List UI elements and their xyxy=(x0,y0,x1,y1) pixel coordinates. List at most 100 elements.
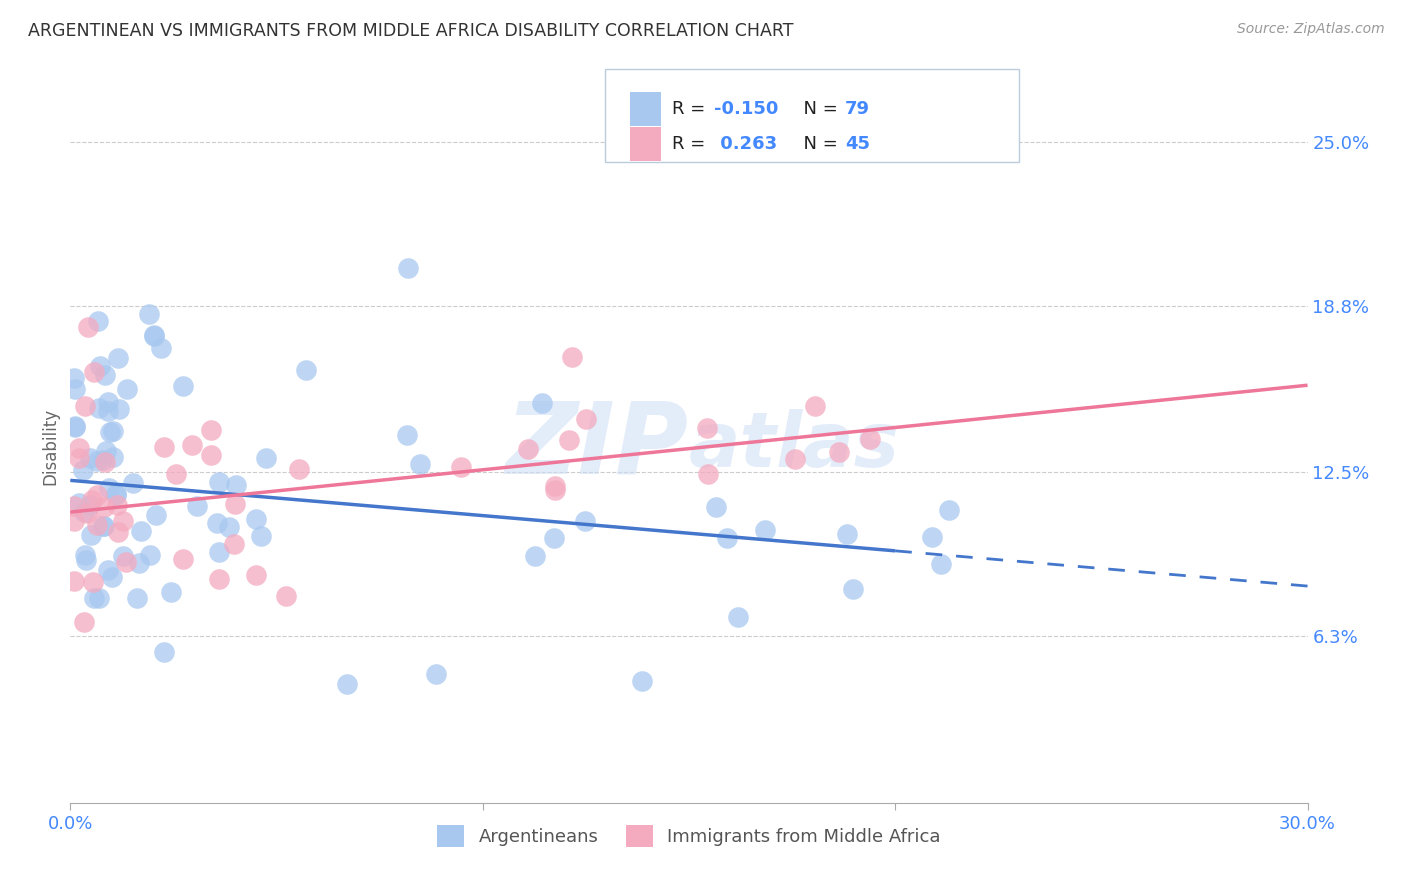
Point xyxy=(105,498,128,512)
Point xyxy=(208,545,231,559)
Point xyxy=(245,512,267,526)
Point xyxy=(543,531,565,545)
Text: R =: R = xyxy=(672,135,711,153)
Point xyxy=(83,365,105,379)
Point xyxy=(396,261,419,276)
Point xyxy=(107,351,129,365)
Point xyxy=(396,427,419,442)
Point xyxy=(73,399,96,413)
Point xyxy=(696,421,718,435)
Point xyxy=(287,461,309,475)
Point xyxy=(128,556,150,570)
Point xyxy=(63,574,86,588)
Point xyxy=(87,401,110,416)
Point xyxy=(938,503,960,517)
Point xyxy=(517,442,540,457)
Point xyxy=(82,574,104,589)
Point xyxy=(859,432,882,446)
Point xyxy=(574,514,596,528)
Point xyxy=(205,516,228,531)
Point xyxy=(139,548,162,562)
Point xyxy=(93,518,115,533)
Point xyxy=(67,496,90,510)
Point xyxy=(160,585,183,599)
Point xyxy=(63,514,86,528)
Text: N =: N = xyxy=(792,100,844,118)
Point xyxy=(80,528,103,542)
Point xyxy=(97,394,120,409)
Point xyxy=(254,451,277,466)
Point xyxy=(91,452,114,467)
Point xyxy=(73,615,96,630)
Point xyxy=(89,359,111,374)
Point xyxy=(531,396,554,410)
Point xyxy=(103,450,125,464)
Point xyxy=(149,341,172,355)
Point xyxy=(804,399,827,413)
Y-axis label: Disability: Disability xyxy=(41,408,59,484)
Point xyxy=(208,572,231,586)
Point xyxy=(696,467,718,481)
Point xyxy=(93,368,115,382)
Point xyxy=(828,444,851,458)
Text: 79: 79 xyxy=(845,100,870,118)
Text: R =: R = xyxy=(672,100,711,118)
Point xyxy=(142,329,165,343)
Point xyxy=(727,610,749,624)
Point xyxy=(523,549,546,564)
Point xyxy=(172,378,194,392)
Point xyxy=(98,481,121,495)
Point xyxy=(63,382,86,396)
Text: ARGENTINEAN VS IMMIGRANTS FROM MIDDLE AFRICA DISABILITY CORRELATION CHART: ARGENTINEAN VS IMMIGRANTS FROM MIDDLE AF… xyxy=(28,22,793,40)
Point xyxy=(425,667,447,681)
Point xyxy=(101,570,124,584)
Point xyxy=(67,441,90,455)
Point xyxy=(94,455,117,469)
Point xyxy=(94,443,117,458)
Point xyxy=(125,591,148,605)
Point xyxy=(224,497,246,511)
Point xyxy=(143,327,166,342)
Point xyxy=(704,500,727,515)
Point xyxy=(105,488,128,502)
Text: Source: ZipAtlas.com: Source: ZipAtlas.com xyxy=(1237,22,1385,37)
Point xyxy=(63,419,86,434)
Point xyxy=(153,441,176,455)
Point xyxy=(93,500,115,515)
Point xyxy=(145,508,167,522)
Point xyxy=(218,520,240,534)
Point xyxy=(73,505,96,519)
Point xyxy=(575,412,598,426)
Point xyxy=(93,519,115,533)
Point xyxy=(121,475,143,490)
Point xyxy=(63,499,86,513)
Point xyxy=(295,363,318,377)
Point xyxy=(245,567,267,582)
Point xyxy=(79,498,101,512)
Point xyxy=(274,590,297,604)
Point xyxy=(129,524,152,538)
Point xyxy=(172,552,194,566)
Point xyxy=(754,524,776,538)
Point xyxy=(76,553,98,567)
Point xyxy=(561,350,583,364)
Point xyxy=(115,382,138,396)
Point xyxy=(87,591,110,605)
Point xyxy=(153,645,176,659)
Point xyxy=(557,433,579,447)
Point xyxy=(921,530,943,544)
Point xyxy=(63,419,86,434)
Point xyxy=(181,438,204,452)
Text: atlas: atlas xyxy=(689,409,900,483)
Point xyxy=(107,524,129,539)
Point xyxy=(101,424,124,438)
Point xyxy=(97,403,120,417)
Point xyxy=(83,591,105,606)
Point xyxy=(79,451,101,466)
Point xyxy=(716,531,738,545)
Text: N =: N = xyxy=(792,135,844,153)
Point xyxy=(835,527,858,541)
Point xyxy=(785,451,807,466)
Point xyxy=(225,477,247,491)
Point xyxy=(80,493,103,508)
